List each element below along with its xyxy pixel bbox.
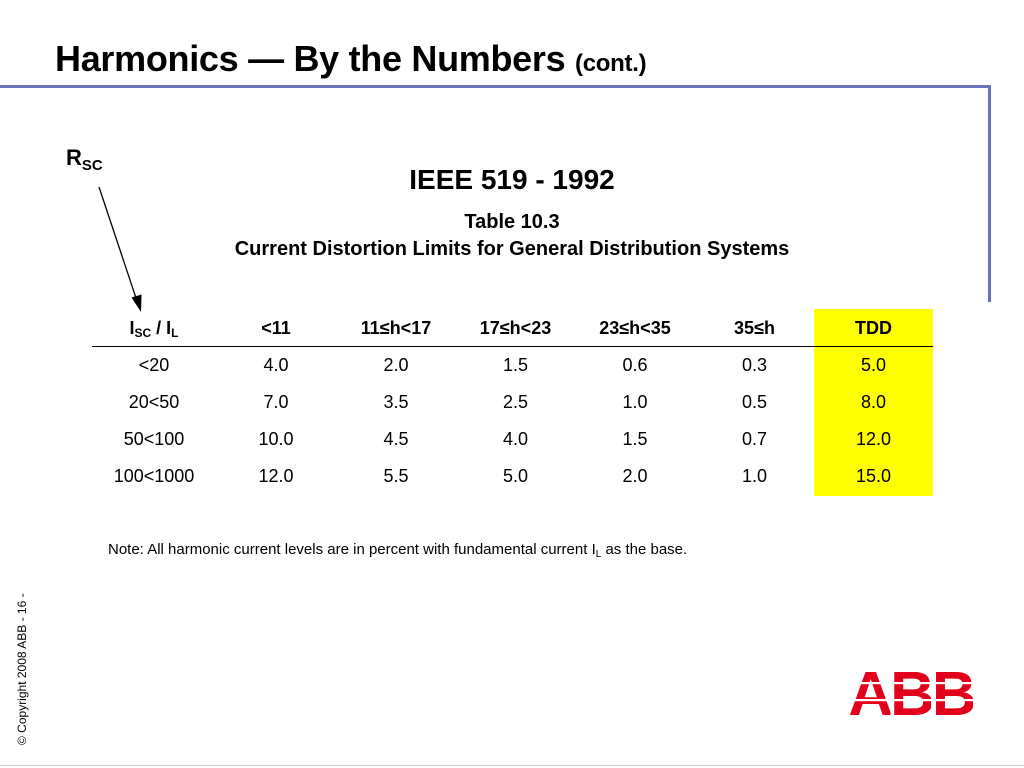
table-cell: 1.5 [622,429,648,449]
rsc-label: RSC [66,145,103,174]
table-cell: 5.5 [383,466,409,486]
rsc-label-main: R [66,145,82,170]
table-cell: 0.5 [741,392,768,412]
table-row: 20<50 7.0 3.5 2.5 1.0 0.5 8.0 [92,384,933,421]
header-divider [0,85,991,88]
table-cell: 1.0 [622,392,648,412]
slide-title-main: Harmonics — By the Numbers [55,38,566,79]
note-text-end: as the base. [601,541,688,558]
table-row: 50<100 10.0 4.5 4.0 1.5 0.7 12.0 [92,421,933,458]
table-cell: 4.0 [502,429,529,449]
table-cell: <20 [138,355,170,375]
table-cell: 100<1000 [113,466,195,486]
abb-logo: ABB [849,666,973,718]
table-cell-tdd: 8.0 [860,392,887,412]
table-row: <20 4.0 2.0 1.5 0.6 0.3 5.0 [92,347,933,385]
header-cell: 11≤h<17 [336,311,456,347]
header-cell-tdd: TDD [814,311,933,347]
slide-title-suffix: (cont.) [575,50,647,77]
table-header-row: ISC / IL <11 11≤h<17 17≤h<23 23≤h<35 35≤… [92,311,933,347]
table-cell: 1.0 [741,466,768,486]
table-caption-number: Table 10.3 [464,211,560,233]
header-isc-il: ISC / IL [92,311,216,347]
rsc-label-sub: SC [81,157,103,174]
table-cell: 4.0 [263,355,289,375]
slide-title: Harmonics — By the Numbers (cont.) [55,38,647,80]
footer-divider [0,765,1024,766]
header-cell: <11 [216,311,336,347]
table-cell: 4.5 [383,429,409,449]
table-cell: 5.0 [502,466,529,486]
distortion-limits-table: ISC / IL <11 11≤h<17 17≤h<23 23≤h<35 35≤… [92,311,933,495]
table-cell: 2.0 [383,355,409,375]
table-cell-tdd: 15.0 [855,466,892,486]
table-cell: 12.0 [258,466,294,486]
table-cell: 1.5 [502,355,529,375]
header-cell: 23≤h<35 [575,311,695,347]
copyright-notice: © Copyright 2008 ABB - 16 - [15,593,29,745]
table-row: 100<1000 12.0 5.5 5.0 2.0 1.0 15.0 [92,458,933,495]
table-cell: 7.0 [263,392,289,412]
table-cell-tdd: 12.0 [855,429,892,449]
table-caption-title: Current Distortion Limits for General Di… [234,238,790,260]
table-cell: 0.3 [741,355,768,375]
table-caption: Table 10.3 Current Distortion Limits for… [0,209,1024,263]
table-cell: 10.0 [258,429,294,449]
standard-heading: IEEE 519 - 1992 [409,164,615,195]
table-cell: 2.5 [502,392,529,412]
table-note: Note: All harmonic current levels are in… [108,541,687,560]
table-cell: 20<50 [128,392,180,412]
abb-logo-text: ABB [849,666,973,718]
note-subscript: L [595,549,602,560]
table-cell: 3.5 [383,392,409,412]
header-cell: 17≤h<23 [456,311,575,347]
side-divider [988,85,991,302]
note-text: Note: All harmonic current levels are in… [108,541,596,558]
table-cell-tdd: 5.0 [860,355,887,375]
table-cell: 0.6 [622,355,648,375]
table-cell: 2.0 [622,466,648,486]
table-cell: 0.7 [741,429,768,449]
table-cell: 50<100 [123,429,185,449]
header-cell: 35≤h [695,311,814,347]
